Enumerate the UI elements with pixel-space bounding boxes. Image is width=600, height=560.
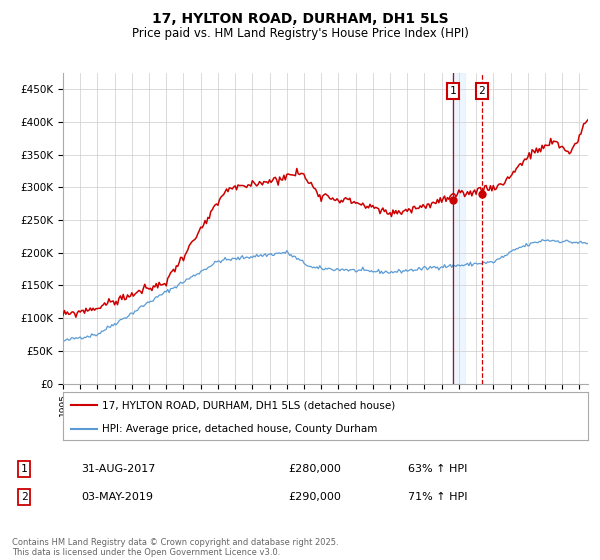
Text: HPI: Average price, detached house, County Durham: HPI: Average price, detached house, Coun… (103, 424, 378, 434)
Text: 1: 1 (450, 86, 457, 96)
Text: 17, HYLTON ROAD, DURHAM, DH1 5LS: 17, HYLTON ROAD, DURHAM, DH1 5LS (152, 12, 448, 26)
Text: 71% ↑ HPI: 71% ↑ HPI (408, 492, 467, 502)
Text: 1: 1 (20, 464, 28, 474)
Text: 63% ↑ HPI: 63% ↑ HPI (408, 464, 467, 474)
Bar (452, 73, 465, 384)
Text: 31-AUG-2017: 31-AUG-2017 (81, 464, 155, 474)
Text: Contains HM Land Registry data © Crown copyright and database right 2025.
This d: Contains HM Land Registry data © Crown c… (12, 538, 338, 557)
Text: 2: 2 (20, 492, 28, 502)
Text: 17, HYLTON ROAD, DURHAM, DH1 5LS (detached house): 17, HYLTON ROAD, DURHAM, DH1 5LS (detach… (103, 400, 395, 410)
Text: Price paid vs. HM Land Registry's House Price Index (HPI): Price paid vs. HM Land Registry's House … (131, 27, 469, 40)
Text: 2: 2 (478, 86, 485, 96)
Text: £290,000: £290,000 (288, 492, 341, 502)
Text: £280,000: £280,000 (288, 464, 341, 474)
Text: 03-MAY-2019: 03-MAY-2019 (81, 492, 153, 502)
